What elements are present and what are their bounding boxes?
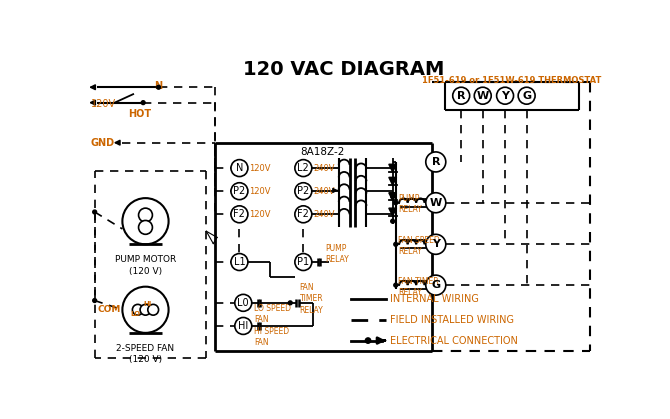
Text: 240V: 240V [314,210,335,219]
Text: PUMP MOTOR
(120 V): PUMP MOTOR (120 V) [115,255,176,276]
Text: 8A18Z-2: 8A18Z-2 [300,147,345,157]
Circle shape [234,295,252,311]
Circle shape [394,201,398,204]
Text: R: R [431,157,440,167]
Circle shape [496,87,513,104]
Text: F2: F2 [233,209,245,219]
Circle shape [425,234,446,254]
Circle shape [288,301,292,305]
Text: COM: COM [97,305,121,314]
Circle shape [231,206,248,223]
Text: 120V: 120V [249,210,271,219]
Text: 120V: 120V [249,187,271,196]
Circle shape [391,219,395,223]
Text: 240V: 240V [314,163,335,173]
Text: INTERNAL WIRING: INTERNAL WIRING [389,294,478,304]
Text: GND: GND [91,138,115,147]
Circle shape [234,318,252,334]
Text: N: N [155,81,163,91]
Text: FAN TIMER
RELAY: FAN TIMER RELAY [398,277,439,297]
Circle shape [231,253,248,271]
Circle shape [92,210,96,214]
Circle shape [123,198,169,244]
Text: FAN
TIMER
RELAY: FAN TIMER RELAY [299,283,323,315]
Text: N: N [236,163,243,173]
Text: PUMP
RELAY: PUMP RELAY [398,194,422,215]
Circle shape [425,193,446,213]
Text: L0: L0 [237,298,249,308]
Text: Y: Y [431,239,440,249]
Polygon shape [389,208,397,216]
Text: P1: P1 [297,257,310,267]
Circle shape [365,338,371,343]
Text: R: R [457,91,466,101]
Circle shape [139,220,152,234]
Text: L2: L2 [297,163,310,173]
Text: ELECTRICAL CONNECTION: ELECTRICAL CONNECTION [389,336,517,346]
Circle shape [394,283,398,287]
Circle shape [453,87,470,104]
Circle shape [148,304,159,315]
Circle shape [391,195,395,199]
Circle shape [231,183,248,200]
Circle shape [474,87,491,104]
Circle shape [92,299,96,303]
Text: 240V: 240V [314,187,335,196]
Circle shape [394,243,398,246]
Circle shape [425,152,446,172]
Text: 120V: 120V [91,99,116,109]
Text: G: G [431,280,440,290]
Text: L1: L1 [234,257,245,267]
Polygon shape [389,164,397,172]
Circle shape [157,85,161,89]
Text: HI: HI [143,301,152,308]
Text: HI SPEED
FAN: HI SPEED FAN [254,327,289,347]
Text: 1F51-619 or 1F51W-619 THERMOSTAT: 1F51-619 or 1F51W-619 THERMOSTAT [422,76,602,85]
Text: 120 VAC DIAGRAM: 120 VAC DIAGRAM [243,59,444,78]
Text: G: G [522,91,531,101]
Polygon shape [389,193,397,200]
Text: FIELD INSTALLED WIRING: FIELD INSTALLED WIRING [389,315,514,325]
Circle shape [425,275,446,295]
Circle shape [140,304,151,315]
Text: P2: P2 [233,186,245,196]
Circle shape [518,87,535,104]
Text: LO SPEED
FAN: LO SPEED FAN [254,304,291,323]
Circle shape [231,160,248,176]
Text: HI: HI [238,321,249,331]
Text: LO: LO [131,311,141,317]
Circle shape [141,101,145,105]
Circle shape [295,253,312,271]
Text: P2: P2 [297,186,310,196]
Text: 120V: 120V [249,163,271,173]
Circle shape [133,304,143,315]
Text: 2-SPEED FAN
(120 V): 2-SPEED FAN (120 V) [117,344,175,365]
Polygon shape [389,177,397,185]
Text: W: W [476,91,489,101]
Text: W: W [429,198,442,208]
Text: HOT: HOT [128,109,151,119]
Circle shape [295,160,312,176]
Text: PUMP
RELAY: PUMP RELAY [325,244,348,264]
Text: FAN SPEED
RELAY: FAN SPEED RELAY [398,236,440,256]
Circle shape [295,206,312,223]
Circle shape [295,183,312,200]
Circle shape [123,287,169,333]
Circle shape [139,208,152,222]
Text: F2: F2 [297,209,310,219]
Text: Y: Y [501,91,509,101]
